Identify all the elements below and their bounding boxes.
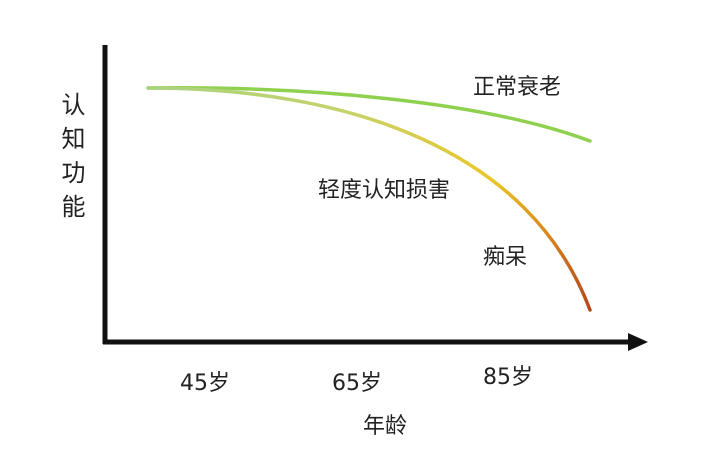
curve-label: 痴呆 (483, 245, 527, 270)
x-axis-arrow (628, 333, 648, 351)
curve-label: 正常衰老 (473, 75, 561, 100)
x-tick-label: 65岁 (332, 371, 382, 396)
x-tick-label: 85岁 (483, 365, 533, 390)
y-axis-label: 认知功能 (57, 92, 85, 228)
x-axis-label: 年龄 (363, 414, 407, 439)
decline-curve (146, 86, 592, 312)
x-tick-label: 45岁 (180, 371, 230, 396)
curve-label: 轻度认知损害 (318, 178, 450, 203)
normal-aging-curve (146, 86, 592, 143)
